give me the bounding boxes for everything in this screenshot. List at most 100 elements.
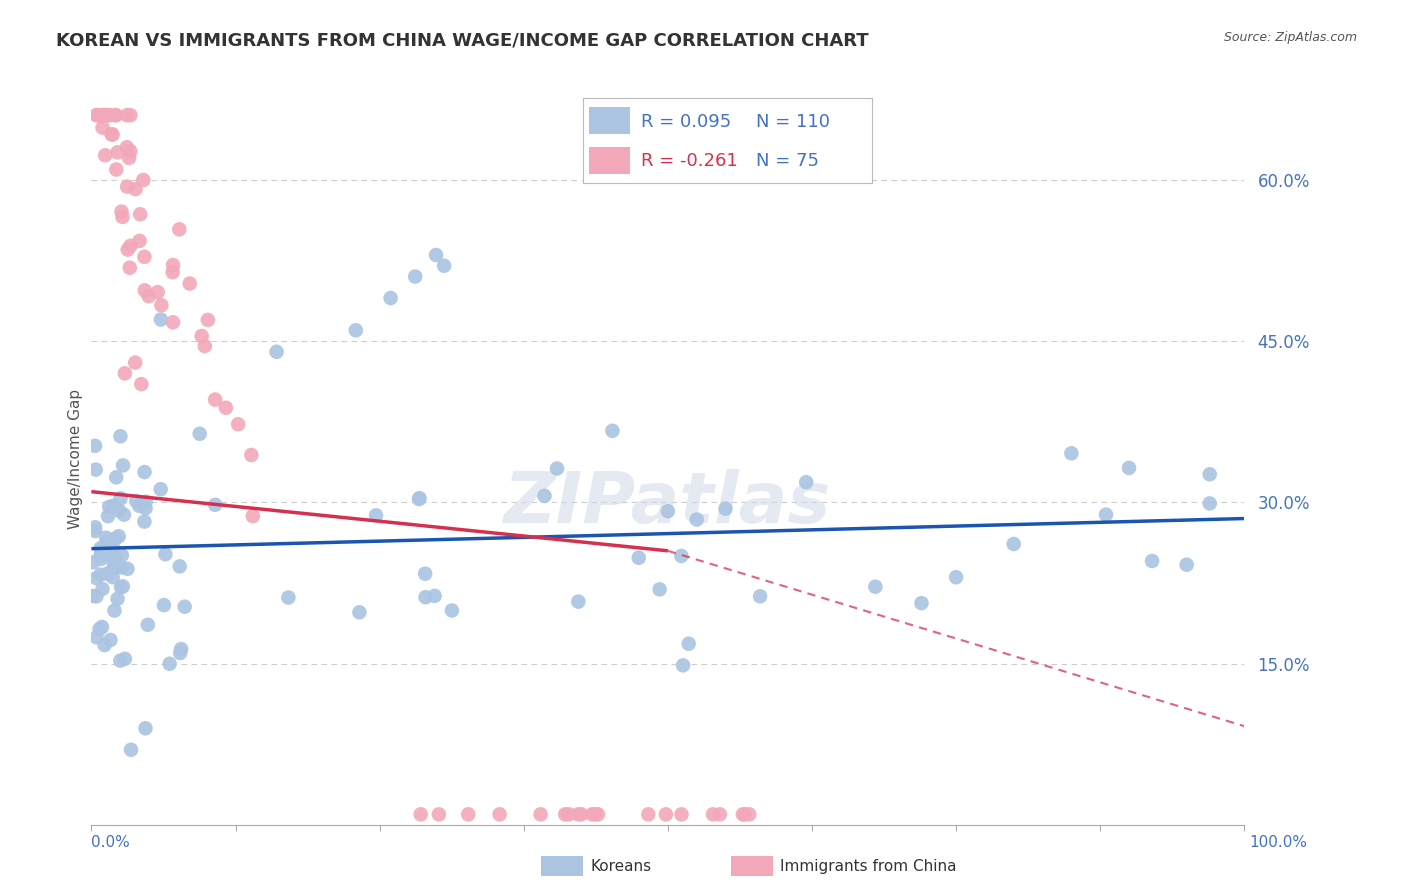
Point bbox=[190, 329, 212, 343]
Point bbox=[118, 260, 141, 275]
Point bbox=[91, 120, 114, 135]
Point bbox=[173, 599, 195, 614]
Point bbox=[84, 524, 107, 538]
Point bbox=[648, 582, 671, 597]
Point bbox=[103, 561, 125, 575]
Point bbox=[115, 108, 138, 122]
Point bbox=[686, 512, 709, 526]
Point bbox=[197, 313, 219, 327]
Point bbox=[583, 807, 606, 822]
Point bbox=[114, 367, 136, 381]
Point bbox=[637, 807, 659, 822]
Point bbox=[194, 339, 217, 353]
Point bbox=[581, 807, 603, 822]
Point bbox=[104, 551, 127, 566]
Point bbox=[602, 424, 624, 438]
Point bbox=[111, 579, 134, 593]
Point bbox=[86, 571, 108, 585]
Point bbox=[266, 344, 288, 359]
Point bbox=[349, 605, 371, 619]
Point bbox=[107, 559, 129, 574]
Point bbox=[103, 541, 125, 556]
Point bbox=[731, 807, 754, 822]
Point bbox=[90, 548, 112, 562]
Point bbox=[215, 401, 238, 415]
Point bbox=[457, 807, 479, 822]
Text: Immigrants from China: Immigrants from China bbox=[780, 859, 957, 873]
Point bbox=[90, 544, 112, 558]
Y-axis label: Wage/Income Gap: Wage/Income Gap bbox=[67, 389, 83, 530]
Point bbox=[408, 491, 430, 505]
Point bbox=[86, 108, 108, 122]
Point bbox=[134, 284, 156, 298]
Text: R = 0.095: R = 0.095 bbox=[641, 113, 731, 131]
Point bbox=[433, 259, 456, 273]
Point bbox=[1095, 508, 1118, 522]
Point bbox=[93, 548, 115, 562]
Point bbox=[120, 743, 142, 757]
Point bbox=[107, 145, 129, 160]
Text: Koreans: Koreans bbox=[591, 859, 651, 873]
Point bbox=[101, 128, 124, 142]
Point bbox=[671, 549, 693, 563]
Text: R = -0.261: R = -0.261 bbox=[641, 152, 738, 169]
Point bbox=[865, 580, 887, 594]
Point bbox=[134, 501, 156, 516]
Point bbox=[1198, 496, 1220, 510]
Point bbox=[111, 549, 134, 563]
Point bbox=[115, 179, 138, 194]
Point bbox=[427, 807, 450, 822]
Point bbox=[134, 515, 156, 529]
Point bbox=[546, 461, 568, 475]
Point bbox=[117, 562, 139, 576]
Point bbox=[90, 551, 112, 566]
Point bbox=[134, 465, 156, 479]
Point bbox=[1198, 467, 1220, 482]
Point bbox=[84, 108, 107, 122]
Point bbox=[84, 439, 107, 453]
Point bbox=[794, 475, 817, 490]
Point bbox=[240, 448, 263, 462]
Point bbox=[423, 589, 446, 603]
Point bbox=[107, 591, 129, 606]
Point bbox=[1118, 461, 1140, 475]
Point bbox=[110, 491, 132, 506]
Text: ZIPatlas: ZIPatlas bbox=[505, 469, 831, 538]
Point bbox=[103, 603, 125, 617]
Point bbox=[567, 594, 589, 608]
Point bbox=[170, 642, 193, 657]
Point bbox=[115, 140, 138, 154]
Point bbox=[100, 632, 122, 647]
Point bbox=[533, 489, 555, 503]
Point bbox=[91, 620, 114, 634]
Point bbox=[108, 504, 131, 518]
Point bbox=[569, 807, 592, 822]
Point bbox=[179, 277, 201, 291]
Point bbox=[488, 807, 510, 822]
Point bbox=[110, 560, 132, 574]
Point bbox=[136, 617, 159, 632]
Point bbox=[149, 482, 172, 496]
Point bbox=[120, 144, 142, 158]
Point bbox=[188, 426, 211, 441]
Point bbox=[89, 622, 111, 636]
Point bbox=[84, 462, 107, 476]
Point bbox=[149, 312, 172, 326]
Point bbox=[124, 182, 146, 196]
Point bbox=[93, 108, 115, 122]
Point bbox=[153, 598, 176, 612]
Point bbox=[86, 590, 108, 604]
Point bbox=[117, 243, 139, 257]
Point bbox=[380, 291, 402, 305]
Point bbox=[101, 499, 124, 513]
Point bbox=[105, 162, 128, 177]
Point bbox=[364, 508, 387, 523]
Point bbox=[558, 807, 581, 822]
Point bbox=[100, 128, 122, 142]
Text: Source: ZipAtlas.com: Source: ZipAtlas.com bbox=[1223, 31, 1357, 45]
Point bbox=[204, 392, 226, 407]
Point bbox=[93, 108, 115, 122]
Point bbox=[124, 355, 146, 369]
Point bbox=[1002, 537, 1025, 551]
Point bbox=[110, 429, 132, 443]
